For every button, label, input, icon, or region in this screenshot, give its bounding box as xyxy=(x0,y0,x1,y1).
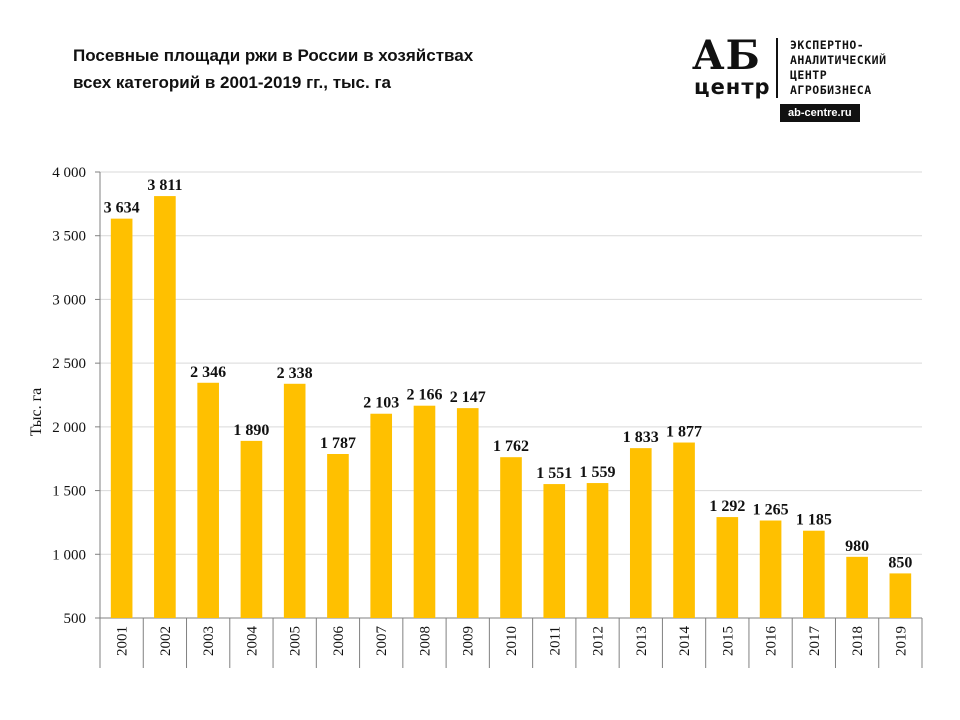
bar xyxy=(846,556,868,618)
y-tick-label: 3 500 xyxy=(52,229,86,245)
y-tick-label: 1 000 xyxy=(52,547,86,563)
logo-tagline: ЭКСПЕРТНО- АНАЛИТИЧЕСКИЙ ЦЕНТР АГРОБИЗНЕ… xyxy=(790,38,887,98)
data-label: 2 147 xyxy=(450,389,486,406)
x-tick-label: 2003 xyxy=(201,626,217,656)
data-label: 850 xyxy=(888,554,912,571)
data-label: 1 890 xyxy=(233,422,269,439)
x-tick-label: 2013 xyxy=(634,626,650,656)
bar xyxy=(283,383,306,618)
logo-url: ab-centre.ru xyxy=(780,104,860,122)
data-label: 2 166 xyxy=(406,387,442,404)
data-label: 1 551 xyxy=(536,465,572,482)
data-label: 1 292 xyxy=(709,498,745,515)
bar xyxy=(629,448,652,618)
data-label: 1 877 xyxy=(666,424,702,441)
ab-centre-logo: АБ центр ЭКСПЕРТНО- АНАЛИТИЧЕСКИЙ ЦЕНТР … xyxy=(692,36,942,126)
x-tick-label: 2004 xyxy=(244,626,260,657)
logo-ab-text: АБ xyxy=(692,32,761,79)
x-tick-label: 2015 xyxy=(720,626,736,656)
logo-centr-text: центр xyxy=(694,75,771,99)
x-tick-label: 2006 xyxy=(331,626,347,657)
bar xyxy=(154,196,176,619)
data-label: 1 762 xyxy=(493,438,529,455)
chart-title-line-2: всех категорий в 2001-2019 гг., тыс. га xyxy=(73,73,391,92)
x-tick-label: 2012 xyxy=(591,626,607,656)
y-tick-label: 2 000 xyxy=(52,420,86,436)
bar xyxy=(240,440,263,618)
y-tick-label: 4 000 xyxy=(52,165,86,181)
x-tick-label: 2001 xyxy=(115,626,131,656)
y-tick-label: 1 500 xyxy=(52,484,86,500)
data-label: 1 833 xyxy=(623,429,659,446)
x-tick-label: 2011 xyxy=(547,626,563,655)
bar xyxy=(673,442,695,618)
bar xyxy=(413,405,436,618)
data-label: 1 265 xyxy=(753,502,789,519)
logo-tagline-line: АНАЛИТИЧЕСКИЙ xyxy=(790,53,887,67)
logo-tagline-line: АГРОБИЗНЕСА xyxy=(790,83,872,97)
x-tick-label: 2007 xyxy=(374,626,390,657)
y-tick-label: 3 000 xyxy=(52,292,86,308)
x-tick-label: 2008 xyxy=(417,626,433,656)
x-tick-label: 2009 xyxy=(461,626,477,656)
bar xyxy=(110,218,133,618)
x-tick-label: 2014 xyxy=(677,626,693,657)
data-label: 1 787 xyxy=(320,435,356,452)
chart-title-line-1: Посевные площади ржи в России в хозяйств… xyxy=(73,46,474,65)
data-label: 1 559 xyxy=(580,464,616,481)
data-label: 2 338 xyxy=(277,365,313,382)
logo-tagline-line: ЦЕНТР xyxy=(790,68,828,82)
data-label: 980 xyxy=(845,538,869,555)
bar xyxy=(586,483,609,618)
data-label: 2 346 xyxy=(190,364,226,381)
x-tick-label: 2002 xyxy=(158,626,174,656)
y-tick-label: 500 xyxy=(64,611,87,627)
bar xyxy=(716,517,739,618)
x-tick-label: 2016 xyxy=(764,626,780,657)
x-tick-label: 2017 xyxy=(807,626,823,657)
bar xyxy=(456,408,479,618)
chart-title: Посевные площади ржи в России в хозяйств… xyxy=(73,42,543,96)
x-tick-label: 2018 xyxy=(850,626,866,656)
logo-divider xyxy=(776,38,778,98)
x-tick-label: 2010 xyxy=(504,626,520,656)
logo-tagline-line: ЭКСПЕРТНО- xyxy=(790,38,865,52)
y-tick-label: 2 500 xyxy=(52,356,86,372)
bar xyxy=(889,573,912,618)
bar xyxy=(759,520,782,618)
x-tick-label: 2019 xyxy=(893,626,909,656)
bar xyxy=(803,530,825,618)
data-label: 3 634 xyxy=(104,200,140,217)
bar xyxy=(500,457,522,618)
data-label: 1 185 xyxy=(796,512,832,529)
bar xyxy=(543,484,566,618)
data-label: 3 811 xyxy=(147,177,182,194)
bar xyxy=(370,413,393,618)
bar xyxy=(197,382,219,618)
bar xyxy=(327,453,349,618)
data-label: 2 103 xyxy=(363,395,399,412)
x-tick-label: 2005 xyxy=(288,626,304,656)
